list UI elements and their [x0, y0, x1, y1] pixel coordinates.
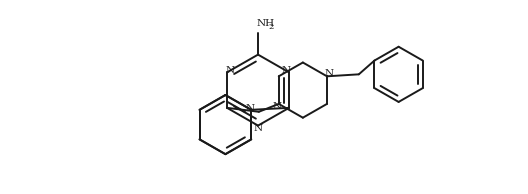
Text: N: N — [253, 124, 262, 133]
Text: N: N — [225, 66, 234, 75]
Text: 2: 2 — [268, 23, 274, 31]
Text: N: N — [272, 102, 281, 111]
Text: NH: NH — [256, 19, 274, 28]
Text: N: N — [246, 104, 255, 113]
Text: N: N — [281, 66, 290, 75]
Text: N: N — [324, 69, 334, 78]
